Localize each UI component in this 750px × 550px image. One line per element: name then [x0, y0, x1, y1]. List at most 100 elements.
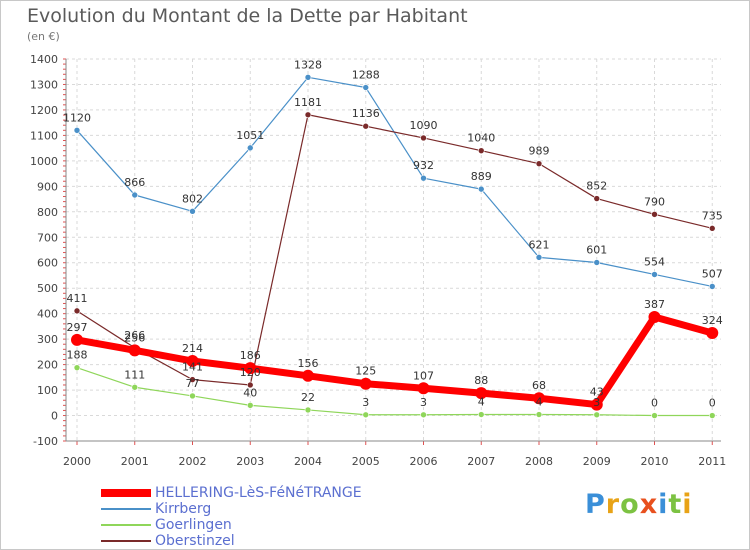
- data-label: 0: [709, 397, 716, 410]
- data-label: 3: [362, 396, 369, 409]
- data-label: 1040: [467, 132, 495, 145]
- y-tick-label: 100: [37, 384, 58, 397]
- proxiti-logo: Proxiti: [585, 489, 693, 520]
- data-label: 40: [243, 386, 257, 399]
- series-line-3: [76, 114, 713, 386]
- x-tick-label: 2011: [698, 455, 726, 468]
- series-point-2: [535, 411, 543, 418]
- series-point-0: [533, 392, 545, 405]
- series-point-0: [648, 310, 661, 323]
- y-tick-label: 300: [37, 333, 58, 346]
- data-label: 297: [67, 321, 88, 334]
- data-label: 186: [240, 349, 261, 362]
- data-label: 1181: [294, 96, 322, 109]
- data-label: 125: [355, 365, 376, 378]
- series-point-1: [246, 144, 254, 152]
- data-label: 88: [474, 374, 488, 387]
- y-tick-label: 1200: [30, 104, 58, 117]
- logo-letter: P: [585, 489, 606, 520]
- series-point-0: [244, 362, 257, 375]
- y-tick-label: 1300: [30, 78, 58, 91]
- series-point-3: [651, 211, 658, 218]
- chart-title: Evolution du Montant de la Dette par Hab…: [27, 5, 468, 27]
- series-point-2: [477, 411, 485, 418]
- y-tick-label: 1400: [30, 53, 58, 66]
- series-point-1: [73, 127, 81, 134]
- y-tick-label: 500: [37, 282, 58, 295]
- series-point-0: [128, 344, 141, 357]
- x-tick-label: 2000: [63, 455, 91, 468]
- x-tick-label: 2001: [121, 455, 149, 468]
- legend-item: Oberstinzel: [101, 533, 362, 549]
- x-tick-label: 2007: [467, 455, 495, 468]
- series-point-2: [73, 364, 81, 371]
- data-label: 1328: [294, 58, 322, 71]
- series-point-0: [475, 387, 488, 400]
- legend-item: Kirrberg: [101, 501, 362, 517]
- x-tick-label: 2006: [410, 455, 438, 468]
- y-tick-label: 200: [37, 359, 58, 372]
- y-tick-label: 0: [51, 410, 58, 423]
- data-label: 1288: [352, 69, 380, 82]
- data-label: 256: [124, 331, 145, 344]
- series-point-1: [651, 271, 658, 278]
- series-point-3: [246, 381, 254, 389]
- logo-letter: x: [639, 489, 659, 520]
- legend-swatch: [101, 524, 151, 526]
- series-point-2: [708, 412, 716, 419]
- x-tick-label: 2005: [352, 455, 380, 468]
- series-point-0: [417, 382, 430, 395]
- series-point-2: [593, 411, 601, 419]
- logo-letter: o: [620, 489, 640, 520]
- series-point-1: [420, 174, 427, 182]
- series-line-2: [76, 367, 713, 417]
- data-label: 22: [301, 391, 315, 404]
- series-point-3: [477, 147, 485, 154]
- x-tick-label: 2003: [236, 455, 264, 468]
- data-label: 43: [590, 386, 604, 399]
- legend-label: Oberstinzel: [155, 533, 235, 549]
- data-label: 411: [67, 292, 88, 305]
- series-point-0: [359, 377, 372, 390]
- chart-subtitle: (en €): [27, 30, 60, 43]
- data-label: 507: [702, 267, 723, 280]
- data-label: 554: [644, 255, 665, 268]
- data-label: 4: [478, 396, 485, 409]
- data-label: 324: [702, 314, 723, 327]
- y-tick-label: 1000: [30, 155, 58, 168]
- data-label: 1136: [352, 107, 380, 120]
- series-point-0: [590, 398, 603, 411]
- series-point-0: [186, 355, 199, 368]
- y-tick-label: 1100: [30, 129, 58, 142]
- series-point-1: [189, 207, 196, 215]
- data-label: 68: [532, 379, 546, 392]
- data-label: 1120: [63, 111, 91, 124]
- x-tick-label: 2009: [583, 455, 611, 468]
- y-tick-label: 900: [37, 180, 58, 193]
- series-point-0: [706, 327, 719, 340]
- series-point-1: [131, 191, 139, 199]
- data-label: 802: [182, 192, 203, 205]
- x-tick-label: 2010: [641, 455, 669, 468]
- series-line-0: [76, 313, 714, 409]
- data-label: 188: [67, 349, 88, 362]
- data-label: 601: [586, 243, 607, 256]
- data-label: 3: [420, 396, 427, 409]
- data-label: 77: [186, 377, 200, 390]
- series-point-3: [362, 122, 370, 130]
- y-tick-label: 600: [37, 257, 58, 270]
- series-point-3: [420, 134, 427, 142]
- series-point-3: [708, 225, 716, 232]
- data-label: 735: [702, 209, 723, 222]
- data-label: 4: [536, 396, 543, 409]
- series-point-0: [71, 333, 83, 346]
- data-label: 1090: [410, 119, 438, 132]
- y-tick-label: -100: [33, 435, 58, 448]
- data-label: 120: [240, 366, 261, 379]
- y-tick-label: 800: [37, 206, 58, 219]
- series-point-1: [708, 283, 716, 290]
- series-point-2: [304, 406, 312, 414]
- data-label: 387: [644, 298, 665, 311]
- data-label: 932: [413, 159, 434, 172]
- data-label: 214: [182, 342, 203, 355]
